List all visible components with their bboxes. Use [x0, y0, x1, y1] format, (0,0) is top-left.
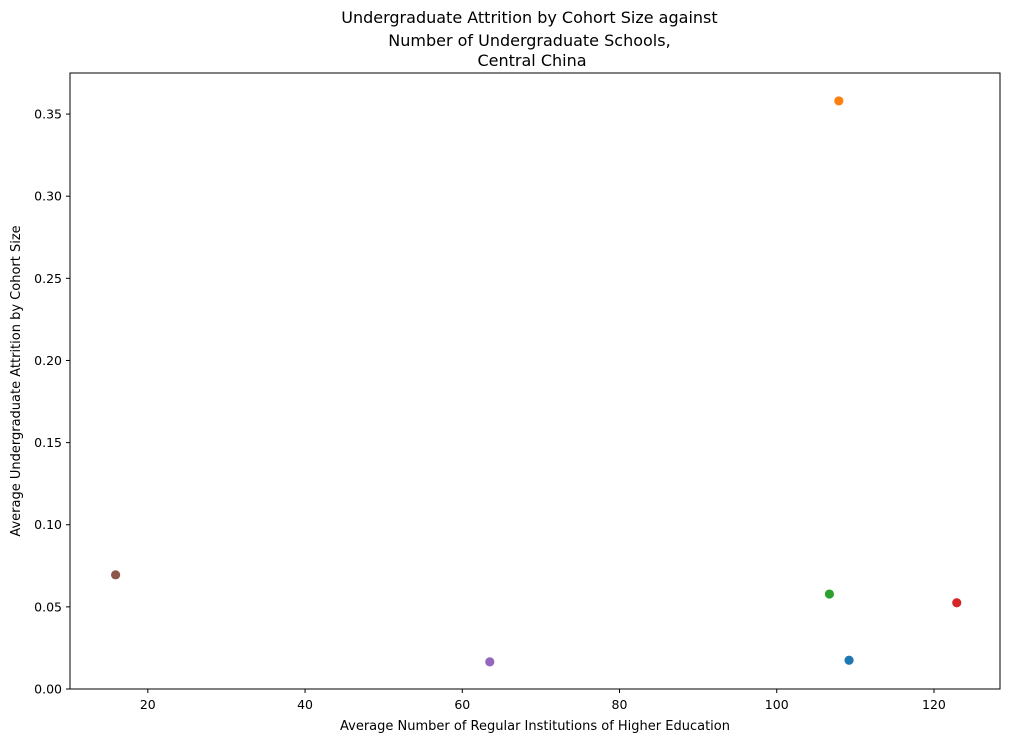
x-axis-label: Average Number of Regular Institutions o…	[340, 719, 730, 734]
x-tick-label: 60	[454, 697, 470, 712]
chart-title: Undergraduate Attrition by Cohort Size a…	[341, 8, 722, 70]
x-tick-label: 100	[765, 697, 789, 712]
data-point	[110, 570, 121, 580]
plot-frame	[69, 72, 1001, 690]
y-tick-label: 0.10	[34, 517, 62, 532]
y-tick-label: 0.35	[34, 107, 62, 122]
x-tick-label: 120	[922, 697, 946, 712]
y-tick-label: 0.30	[34, 189, 62, 204]
chart-title-line-1: Undergraduate Attrition by Cohort Size a…	[341, 8, 717, 27]
chart-title-line-3: Central China	[477, 51, 586, 70]
y-tick-label: 0.25	[34, 271, 62, 286]
data-point	[834, 96, 844, 106]
x-tick-label: 20	[140, 697, 156, 712]
y-axis-label: Average Undergraduate Attrition by Cohor…	[9, 225, 24, 536]
data-point	[952, 598, 962, 608]
y-axis-ticks: 0.00 0.05 0.10 0.15 0.20 0.25 0.30 0.35	[34, 107, 70, 697]
chart-title-line-2: Number of Undergraduate Schools,	[388, 31, 670, 50]
data-point	[485, 657, 495, 667]
y-tick-label: 0.05	[34, 599, 62, 614]
y-tick-label: 0.00	[34, 682, 62, 697]
data-point	[844, 655, 854, 665]
y-tick-label: 0.15	[34, 435, 62, 450]
x-tick-label: 80	[612, 697, 628, 712]
x-tick-label: 40	[297, 697, 313, 712]
data-point	[824, 589, 835, 599]
y-tick-label: 0.20	[34, 353, 62, 368]
data-points	[110, 96, 962, 667]
x-axis-ticks: 20 40 60 80 100 120	[140, 689, 946, 712]
